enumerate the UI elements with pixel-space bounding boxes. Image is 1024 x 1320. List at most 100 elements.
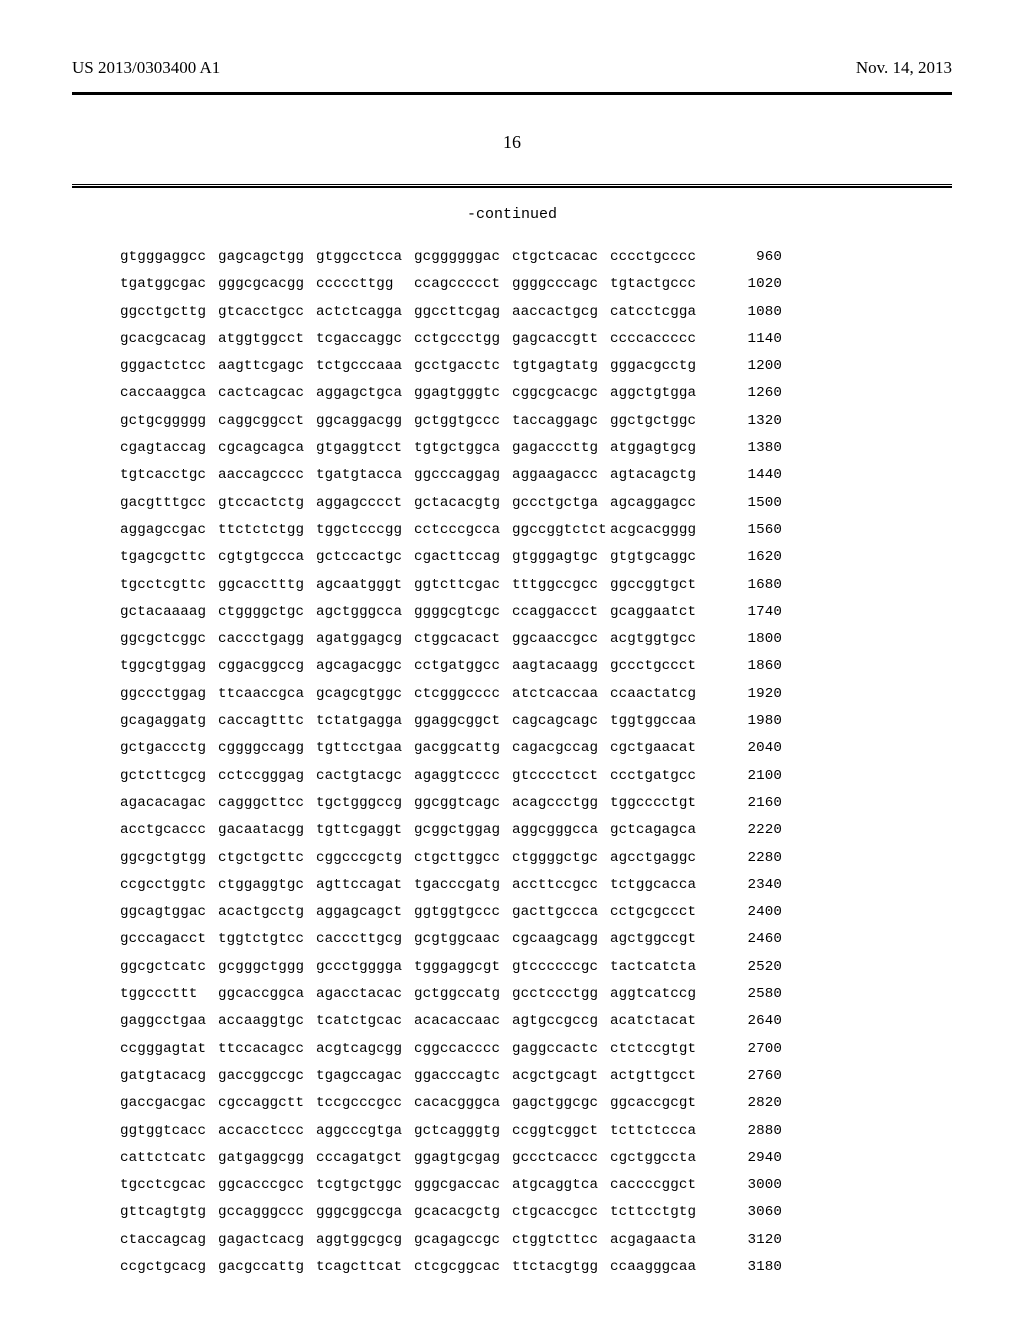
sequence-block: ggcctgcttg: [120, 299, 218, 326]
sequence-block: ctcgcggcac: [414, 1254, 512, 1281]
sequence-block: cgtgtgccca: [218, 544, 316, 571]
sequence-block: cctcccgcca: [414, 517, 512, 544]
sequence-row: ctaccagcaggagactcacgaggtggcgcggcagagccgc…: [120, 1227, 782, 1254]
sequence-row: cattctcatcgatgaggcggcccagatgctggagtgcgag…: [120, 1145, 782, 1172]
sequence-block: tcttctccca: [610, 1118, 708, 1145]
sequence-block: gatgaggcgg: [218, 1145, 316, 1172]
sequence-position: 2280: [726, 845, 782, 872]
sequence-block: agatggagcg: [316, 626, 414, 653]
sequence-block: atctcaccaa: [512, 681, 610, 708]
sequence-block: gctacacgtg: [414, 490, 512, 517]
sequence-block: acgtcagcgg: [316, 1036, 414, 1063]
sequence-block: aaccactgcg: [512, 299, 610, 326]
sequence-block: gctggccatg: [414, 981, 512, 1008]
sequence-block: cggcgcacgc: [512, 380, 610, 407]
sequence-block: ggtcttcgac: [414, 572, 512, 599]
sequence-block: agtgccgccg: [512, 1008, 610, 1035]
sequence-row: gcccagaccttggtctgtcccacccttgcggcgtggcaac…: [120, 926, 782, 953]
sequence-position: 2220: [726, 817, 782, 844]
sequence-block: acgtggtgcc: [610, 626, 708, 653]
sequence-block: gggcgaccac: [414, 1172, 512, 1199]
sequence-block: cggccacccc: [414, 1036, 512, 1063]
sequence-block: gagcagctgg: [218, 244, 316, 271]
sequence-block: cctgcgccct: [610, 899, 708, 926]
sequence-block: cctccgggag: [218, 763, 316, 790]
sequence-block: aggagctgca: [316, 380, 414, 407]
sequence-position: 2040: [726, 735, 782, 762]
sequence-block: tgtgctggca: [414, 435, 512, 462]
sequence-block: ggagtgggtc: [414, 380, 512, 407]
sequence-block: gatgtacacg: [120, 1063, 218, 1090]
sequence-position: 2820: [726, 1090, 782, 1117]
sequence-block: tctgcccaaa: [316, 353, 414, 380]
sequence-row: aggagccgacttctctctggtggctcccggcctcccgcca…: [120, 517, 782, 544]
sequence-block: gacgtttgcc: [120, 490, 218, 517]
sequence-block: agcaggagcc: [610, 490, 708, 517]
sequence-block: gcacacgctg: [414, 1199, 512, 1226]
sequence-block: gggactctcc: [120, 353, 218, 380]
sequence-block: ggtggtgccc: [414, 899, 512, 926]
sequence-row: ccgggagtatttccacagccacgtcagcggcggccacccc…: [120, 1036, 782, 1063]
sequence-position: 2100: [726, 763, 782, 790]
sequence-block: tgttcctgaa: [316, 735, 414, 762]
sequence-block: cactcagcac: [218, 380, 316, 407]
sequence-block: ccaggaccct: [512, 599, 610, 626]
sequence-block: gctcagagca: [610, 817, 708, 844]
sequence-block: cgacttccag: [414, 544, 512, 571]
sequence-block: gctcttcgcg: [120, 763, 218, 790]
sequence-block: ctaccagcag: [120, 1227, 218, 1254]
sequence-block: cactgtacgc: [316, 763, 414, 790]
sequence-block: taccaggagc: [512, 408, 610, 435]
sequence-row: caccaaggcacactcagcacaggagctgcaggagtgggtc…: [120, 380, 782, 407]
sequence-block: ccgctgcacg: [120, 1254, 218, 1281]
sequence-block: tcgtgctggc: [316, 1172, 414, 1199]
sequence-block: ggggcgtcgc: [414, 599, 512, 626]
sequence-block: ggaggcggct: [414, 708, 512, 735]
sequence-row: tgatggcgacgggcgcacggcccccttggccagccccctg…: [120, 271, 782, 298]
sequence-position: 960: [726, 244, 782, 271]
sequence-block: cacccttgcg: [316, 926, 414, 953]
sequence-block: cggcccgctg: [316, 845, 414, 872]
sequence-block: gcgggctggg: [218, 954, 316, 981]
sequence-block: gggacgcctg: [610, 353, 708, 380]
sequence-block: gctcagggtg: [414, 1118, 512, 1145]
sequence-block: agacctacac: [316, 981, 414, 1008]
sequence-row: gtgggaggccgagcagctgggtggcctccagcggggggac…: [120, 244, 782, 271]
sequence-block: ggagtgcgag: [414, 1145, 512, 1172]
sequence-block: tgctgggccg: [316, 790, 414, 817]
sequence-block: tgtcacctgc: [120, 462, 218, 489]
sequence-block: ctgcaccgcc: [512, 1199, 610, 1226]
sequence-block: caccaaggca: [120, 380, 218, 407]
sequence-block: atggagtgcg: [610, 435, 708, 462]
sequence-block: accacctccc: [218, 1118, 316, 1145]
sequence-block: acacaccaac: [414, 1008, 512, 1035]
sequence-block: ggtggtcacc: [120, 1118, 218, 1145]
sequence-block: ggcccaggag: [414, 462, 512, 489]
sequence-block: cgcaagcagg: [512, 926, 610, 953]
sequence-block: aggagcccct: [316, 490, 414, 517]
sequence-block: cggggccagg: [218, 735, 316, 762]
sequence-block: agacacagac: [120, 790, 218, 817]
sequence-row: tggcgtggagcggacggccgagcagacggccctgatggcc…: [120, 653, 782, 680]
sequence-position: 1680: [726, 572, 782, 599]
sequence-block: tgtgagtatg: [512, 353, 610, 380]
sequence-block: catcctcgga: [610, 299, 708, 326]
sequence-block: cccagatgct: [316, 1145, 414, 1172]
continued-label: -continued: [0, 206, 1024, 223]
sequence-block: cccctgcccc: [610, 244, 708, 271]
sequence-row: ccgctgcacggacgccattgtcagcttcatctcgcggcac…: [120, 1254, 782, 1281]
sequence-block: ccccaccccc: [610, 326, 708, 353]
top-rule: [72, 92, 952, 95]
sequence-position: 1260: [726, 380, 782, 407]
sequence-position: 1140: [726, 326, 782, 353]
sequence-block: ggccttcgag: [414, 299, 512, 326]
sequence-block: aagttcgagc: [218, 353, 316, 380]
sequence-block: gagactcacg: [218, 1227, 316, 1254]
sequence-block: aggagcagct: [316, 899, 414, 926]
sequence-block: ccggtcggct: [512, 1118, 610, 1145]
sequence-block: aggagccgac: [120, 517, 218, 544]
sequence-block: caccagtttc: [218, 708, 316, 735]
sequence-position: 2640: [726, 1008, 782, 1035]
sequence-block: cagcagcagc: [512, 708, 610, 735]
sequence-block: aggctgtgga: [610, 380, 708, 407]
